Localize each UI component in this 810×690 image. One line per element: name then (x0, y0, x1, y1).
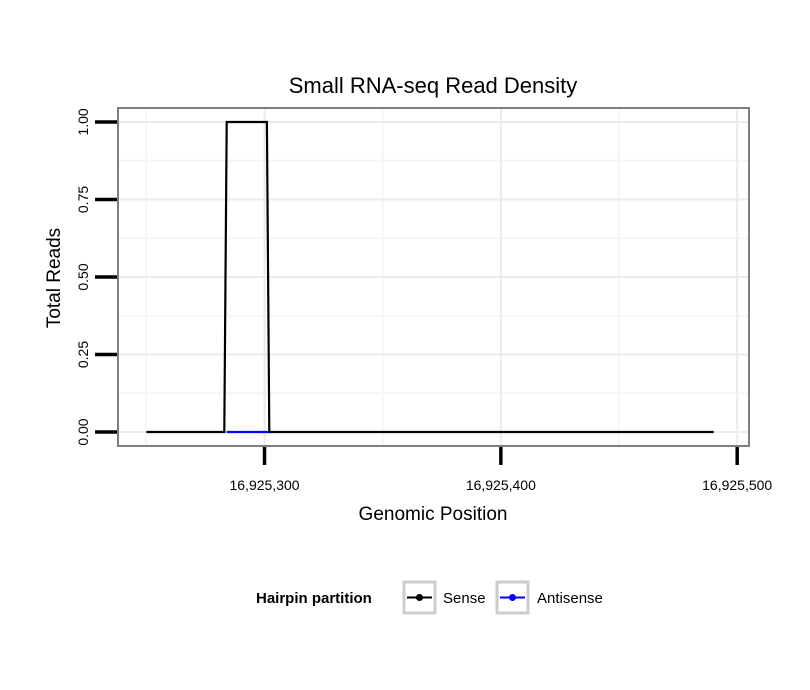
legend-key-point (509, 594, 516, 601)
y-tick-label: 1.00 (75, 108, 91, 135)
legend-item-sense: Sense (402, 580, 486, 615)
legend-key-point (416, 594, 423, 601)
x-tick-label: 16,925,400 (466, 477, 536, 493)
x-axis: 16,925,300 16,925,400 16,925,500 (229, 447, 772, 493)
legend-item-antisense: Antisense (495, 580, 603, 615)
series-line-sense (146, 120, 714, 434)
legend-title: Hairpin partition (256, 590, 372, 607)
plot-panel-border (117, 107, 750, 447)
series-lines (146, 120, 714, 434)
chart-title: Small RNA-seq Read Density (289, 73, 578, 98)
x-tick-label: 16,925,500 (702, 477, 772, 493)
y-axis: 0.00 0.25 0.50 0.75 1.00 (75, 108, 117, 446)
legend: Hairpin partition Sense Antisense (256, 580, 603, 615)
x-axis-title: Genomic Position (359, 504, 508, 525)
y-tick-label: 0.25 (75, 341, 91, 368)
legend-label: Sense (443, 590, 486, 607)
legend-label: Antisense (537, 590, 603, 607)
y-tick-label: 0.75 (75, 186, 91, 213)
y-tick-label: 0.50 (75, 263, 91, 290)
x-tick-label: 16,925,300 (229, 477, 299, 493)
y-tick-label: 0.00 (75, 418, 91, 445)
y-axis-title: Total Reads (44, 228, 65, 328)
